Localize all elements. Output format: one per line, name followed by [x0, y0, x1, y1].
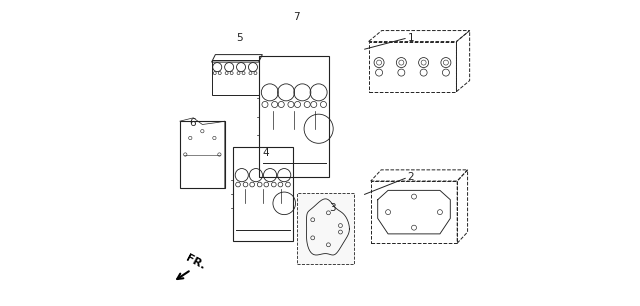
Text: 1: 1 [407, 33, 414, 43]
Text: 7: 7 [292, 12, 300, 21]
Text: 6: 6 [189, 118, 196, 128]
Text: 3: 3 [329, 203, 336, 213]
FancyBboxPatch shape [297, 193, 354, 264]
Text: 5: 5 [236, 33, 243, 43]
Text: FR.: FR. [184, 253, 207, 272]
Text: 2: 2 [407, 172, 414, 182]
Text: 4: 4 [262, 148, 269, 158]
